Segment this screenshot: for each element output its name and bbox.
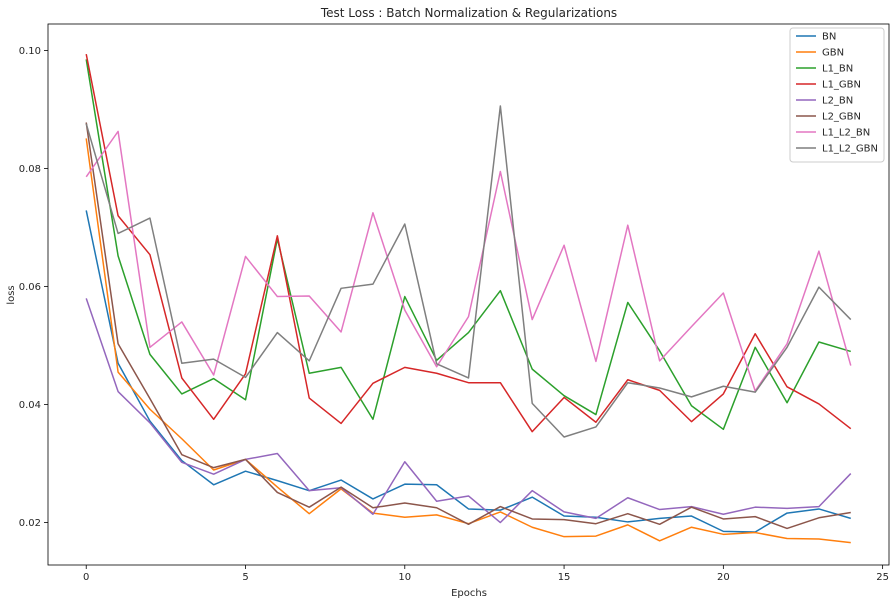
y-tick-label: 0.02 <box>19 518 41 529</box>
series-lines <box>85 53 852 544</box>
y-axis-label: loss <box>6 285 17 304</box>
series-line-l1-bn <box>85 59 851 431</box>
axes-frame <box>47 23 890 566</box>
legend-label-l1-gbn: L1_GBN <box>822 80 861 91</box>
legend-label-l2-gbn: L2_GBN <box>822 112 861 123</box>
legend-label-l2-bn: L2_BN <box>822 96 853 107</box>
x-axis-label: Epochs <box>451 588 487 599</box>
legend-label-gbn: GBN <box>822 48 844 59</box>
plot-area <box>48 24 889 565</box>
x-tick-label: 5 <box>242 572 248 583</box>
series-line-l1-gbn <box>85 53 852 433</box>
series-line-bn <box>85 210 851 533</box>
legend-label-l1-l2-gbn: L1_L2_GBN <box>822 144 878 155</box>
x-tick-label: 0 <box>83 572 89 583</box>
x-tick-label: 20 <box>717 572 730 583</box>
y-tick-label: 0.10 <box>19 46 41 57</box>
legend-label-l1-l2-bn: L1_L2_BN <box>822 128 870 139</box>
series-line-l1-l2-gbn <box>85 105 852 438</box>
legend: BN GBN L1_BN L1_GBN L2_BN L2_GBN L1_L2_BN L1_L2… <box>789 27 885 163</box>
series-line-l1-l2-bn <box>85 130 852 392</box>
x-tick-label: 10 <box>398 572 411 583</box>
series-line-l2-bn <box>85 298 852 524</box>
legend-label-l1-bn: L1_BN <box>822 64 853 75</box>
axes: 0 5 10 15 20 25 0.02 0.04 0.06 0.08 0.10 <box>19 23 890 583</box>
legend-label-bn: BN <box>822 32 836 43</box>
y-tick-label: 0.04 <box>19 400 41 411</box>
chart-title: Test Loss : Batch Normalization & Regula… <box>320 6 617 20</box>
legend-box <box>789 27 885 163</box>
series-line-l2-gbn <box>85 122 851 530</box>
y-tick-label: 0.08 <box>19 164 41 175</box>
x-tick-label: 15 <box>558 572 571 583</box>
y-tick-label: 0.06 <box>19 282 41 293</box>
x-tick-label: 25 <box>876 572 889 583</box>
